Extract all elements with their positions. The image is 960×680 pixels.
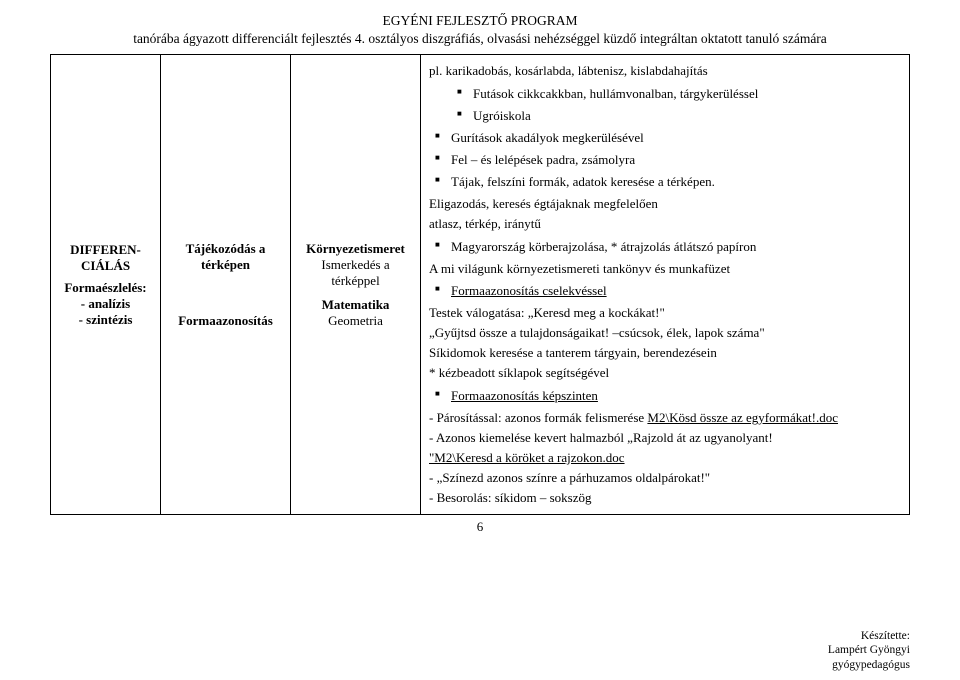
act-top: pl. karikadobás, kosárlabda, lábtenisz, … <box>429 61 901 81</box>
list-item: Ugróiskola <box>429 106 901 126</box>
header-line2: tanórába ágyazott differenciált fejleszt… <box>133 31 827 46</box>
list-item: Fel – és lelépések padra, zsámolyra <box>429 150 901 170</box>
list-item: Tájak, felszíni formák, adatok keresése … <box>429 172 901 192</box>
link-doc1[interactable]: M2\Kösd össze az egyformákat!.doc <box>647 410 838 425</box>
cat-l5: - szintézis <box>59 312 152 328</box>
subj-b2: Matematika <box>299 297 412 313</box>
cell-topic: Tájékozódás a térképen Formaazonosítás <box>161 55 291 515</box>
act-p11: - Besorolás: síkidom – sokszög <box>429 488 901 508</box>
list-item: Gurítások akadályok megkerülésével <box>429 128 901 148</box>
page-number: 6 <box>50 519 910 535</box>
act-p9: - Azonos kiemelése kevert halmazból „Raj… <box>429 428 901 448</box>
list-item: Formaazonosítás képszinten <box>429 386 901 406</box>
link-doc2[interactable]: "M2\Keresd a köröket a rajzokon.doc <box>429 450 625 465</box>
subj-l3: Geometria <box>299 313 412 329</box>
cell-activities: pl. karikadobás, kosárlabda, lábtenisz, … <box>421 55 910 515</box>
subj-l2: térképpel <box>299 273 412 289</box>
header-line1: EGYÉNI FEJLESZTŐ PROGRAM <box>382 13 577 28</box>
cat-l2: CIÁLÁS <box>59 258 152 274</box>
act-p1: Eligazodás, keresés égtájaknak megfelelő… <box>429 194 901 214</box>
act-p5: „Gyűjtsd össze a tulajdonságaikat! –csúc… <box>429 323 901 343</box>
cat-l3: Formaészlelés: <box>59 280 152 296</box>
b8-text: Formaazonosítás képszinten <box>451 388 598 403</box>
subj-l1: Ismerkedés a <box>299 257 412 273</box>
act-p3: A mi világunk környezetismereti tankönyv… <box>429 259 901 279</box>
act-p2: atlasz, térkép, iránytű <box>429 214 901 234</box>
curriculum-table: DIFFEREN- CIÁLÁS Formaészlelés: - analíz… <box>50 54 910 515</box>
b7-text: Formaazonosítás cselekvéssel <box>451 283 607 298</box>
footer-credits: Készítette: Lampért Gyöngyi gyógypedagóg… <box>828 629 910 672</box>
p8a: - Párosítással: azonos formák felismerés… <box>429 410 647 425</box>
footer-l3: gyógypedagógus <box>832 659 910 671</box>
list-item: Formaazonosítás cselekvéssel <box>429 281 901 301</box>
topic-l2: térképen <box>169 257 282 273</box>
footer-l2: Lampért Gyöngyi <box>828 644 910 656</box>
topic-l3: Formaazonosítás <box>169 313 282 329</box>
cat-l4: - analízis <box>59 296 152 312</box>
cell-category: DIFFEREN- CIÁLÁS Formaészlelés: - analíz… <box>51 55 161 515</box>
page-header: EGYÉNI FEJLESZTŐ PROGRAM tanórába ágyazo… <box>50 12 910 48</box>
act-p8: - Párosítással: azonos formák felismerés… <box>429 408 901 428</box>
act-p7: * kézbeadott síklapok segítségével <box>429 363 901 383</box>
cell-subject: Környezetismeret Ismerkedés a térképpel … <box>291 55 421 515</box>
table-row: DIFFEREN- CIÁLÁS Formaészlelés: - analíz… <box>51 55 910 515</box>
act-p4: Testek válogatása: „Keresd meg a kockáka… <box>429 303 901 323</box>
subj-b1: Környezetismeret <box>299 241 412 257</box>
list-item: Futások cikkcakkban, hullámvonalban, tár… <box>429 84 901 104</box>
footer-l1: Készítette: <box>861 630 910 642</box>
list-item: Magyarország körberajzolása, * átrajzolá… <box>429 237 901 257</box>
act-p10: - „Színezd azonos színre a párhuzamos ol… <box>429 468 901 488</box>
topic-l1: Tájékozódás a <box>169 241 282 257</box>
act-p6: Síkidomok keresése a tanterem tárgyain, … <box>429 343 901 363</box>
cat-l1: DIFFEREN- <box>59 242 152 258</box>
